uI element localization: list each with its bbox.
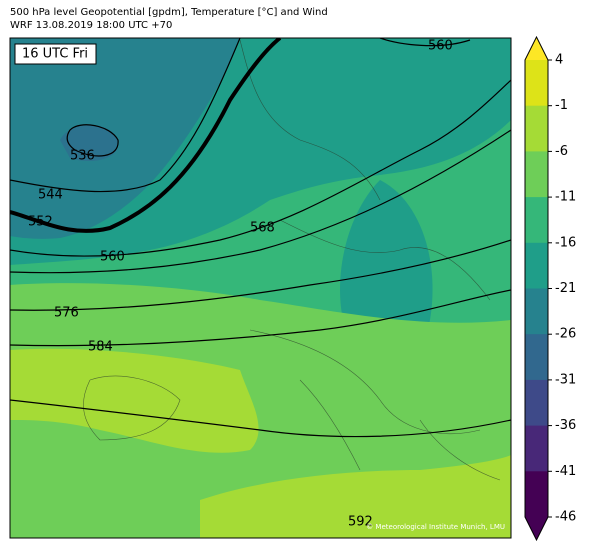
contour-label: 552 xyxy=(28,215,53,230)
contour-label: 536 xyxy=(70,149,95,164)
colorbar-band xyxy=(525,471,548,518)
time-label-box xyxy=(14,43,97,65)
contour-label: 544 xyxy=(38,188,63,203)
map: 560 536 544 552 560 568 576 584 592 © Me… xyxy=(10,38,511,538)
contour-label: 560 xyxy=(100,250,125,265)
title: 500 hPa level Geopotential [gpdm], Tempe… xyxy=(10,7,328,18)
colorbar-band xyxy=(525,334,548,381)
colorbar-band xyxy=(525,425,548,472)
colorbar-band xyxy=(525,105,548,152)
colorbar-tick-label: -36 xyxy=(555,418,576,433)
contour-label: 576 xyxy=(54,306,79,321)
map-frame xyxy=(9,37,512,539)
contour-label: 592 xyxy=(348,515,373,530)
colorbar-tick-label: -41 xyxy=(555,464,576,479)
contour-label: 584 xyxy=(88,340,113,355)
colorbar-tick-label: -1 xyxy=(555,98,568,113)
colorbar-tick-label: -31 xyxy=(555,372,576,387)
colorbar-tick-label: -46 xyxy=(555,510,576,525)
subtitle: WRF 13.08.2019 18:00 UTC +70 xyxy=(10,20,172,31)
colorbar-tick-label: -26 xyxy=(555,327,576,342)
colorbar-band xyxy=(525,379,548,427)
credit: © Meteorological Institute Munich, LMU xyxy=(366,523,505,531)
colorbar-band xyxy=(525,151,548,198)
colorbar-tick-label: -11 xyxy=(555,190,576,205)
colorbar-extend-bottom xyxy=(525,517,548,540)
contour-label: 568 xyxy=(250,221,275,236)
contour-label: 560 xyxy=(428,39,453,54)
colorbar-tick-label: 4 xyxy=(555,53,563,68)
colorbar-band xyxy=(525,288,548,335)
colorbar: 4 -1 -6 -11 -16 -21 -26 -31 -36 -41 -46 xyxy=(524,35,576,542)
colorbar-band xyxy=(525,197,548,244)
colorbar-band xyxy=(525,242,548,289)
colorbar-extend-top xyxy=(525,37,548,60)
colorbar-tick-label: -16 xyxy=(555,235,576,250)
time-label: 16 UTC Fri xyxy=(22,47,88,62)
colorbar-tick-label: -21 xyxy=(555,281,576,296)
colorbar-band xyxy=(525,60,548,107)
colorbar-tick-label: -6 xyxy=(555,144,568,159)
